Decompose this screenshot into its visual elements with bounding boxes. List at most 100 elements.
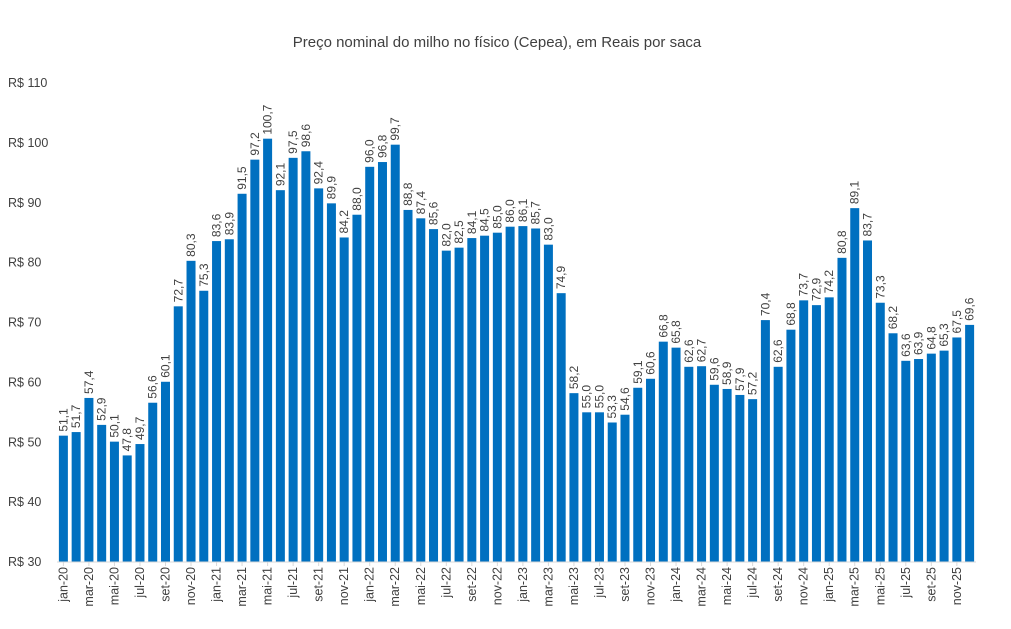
data-label: 60,6 bbox=[644, 351, 658, 375]
bar-jan-24 bbox=[671, 347, 681, 562]
data-label: 75,3 bbox=[197, 263, 211, 287]
bar-set-21 bbox=[314, 188, 324, 562]
bar-jul-23 bbox=[594, 412, 604, 562]
y-tick-label: R$ 80 bbox=[8, 256, 41, 270]
y-tick-label: R$ 40 bbox=[8, 495, 41, 509]
bar-set-25 bbox=[926, 353, 936, 562]
x-tick-label: jan-22 bbox=[363, 567, 377, 603]
data-label: 84,2 bbox=[337, 210, 351, 234]
bar-abr-22 bbox=[403, 209, 413, 562]
data-label: 89,9 bbox=[324, 176, 338, 200]
bar-out-23 bbox=[633, 387, 643, 562]
x-tick-label: jul-22 bbox=[439, 567, 453, 599]
data-label: 83,6 bbox=[210, 213, 224, 237]
y-axis: R$ 30 R$ 40 R$ 50 R$ 60 R$ 70 R$ 80 R$ 90 R$ 10… bbox=[8, 76, 48, 569]
y-tick-label: R$ 110 bbox=[8, 76, 47, 90]
bar-mar-23 bbox=[543, 244, 553, 562]
bar-out-25 bbox=[939, 350, 949, 562]
data-label: 52,9 bbox=[95, 397, 109, 421]
x-tick-label: mar-22 bbox=[388, 567, 402, 607]
bar-mar-25 bbox=[850, 208, 860, 563]
data-label: 82,0 bbox=[439, 223, 453, 247]
data-label: 58,9 bbox=[720, 361, 734, 385]
bar-jun-21 bbox=[275, 190, 285, 562]
bar-out-20 bbox=[173, 306, 183, 562]
bar-jul-25 bbox=[901, 360, 911, 562]
data-label: 74,2 bbox=[822, 270, 836, 294]
data-label: 73,7 bbox=[797, 273, 811, 297]
x-tick-label: jul-24 bbox=[746, 567, 760, 599]
x-axis: jan-20 mar-20 mai-20 jul-20 set-20 nov-20 jan-… bbox=[56, 561, 976, 607]
data-label: 57,4 bbox=[82, 370, 96, 394]
y-tick-label: R$ 30 bbox=[8, 555, 41, 569]
x-tick-label: mar-23 bbox=[541, 567, 555, 607]
bar-fev-22 bbox=[377, 162, 387, 562]
data-label: 66,8 bbox=[656, 314, 670, 338]
bar-jun-23 bbox=[582, 412, 592, 562]
data-label: 86,1 bbox=[516, 198, 530, 222]
bar-dez-24 bbox=[811, 305, 821, 562]
bar-ago-23 bbox=[607, 422, 617, 562]
bar-mai-25 bbox=[875, 302, 885, 562]
bar-set-24 bbox=[773, 366, 783, 562]
y-tick-label: R$ 50 bbox=[8, 435, 41, 449]
data-label: 84,5 bbox=[478, 208, 492, 232]
data-label: 89,1 bbox=[848, 180, 862, 204]
chart-title: Preço nominal do milho no físico (Cepea)… bbox=[293, 34, 702, 51]
bar-jan-20 bbox=[58, 435, 68, 562]
bar-dez-23 bbox=[658, 341, 668, 562]
data-label: 56,6 bbox=[146, 375, 160, 399]
data-label: 97,5 bbox=[286, 130, 300, 154]
bar-fev-24 bbox=[684, 366, 694, 562]
bar-dez-20 bbox=[199, 290, 209, 562]
data-label: 99,7 bbox=[388, 117, 402, 141]
data-label: 91,5 bbox=[235, 166, 249, 190]
bar-nov-22 bbox=[492, 232, 502, 562]
bar-mai-22 bbox=[416, 218, 426, 562]
x-tick-label: jan-23 bbox=[516, 567, 530, 603]
data-label: 54,6 bbox=[618, 387, 632, 411]
bar-jan-25 bbox=[824, 297, 834, 562]
data-label: 88,0 bbox=[350, 187, 364, 211]
data-label: 92,4 bbox=[312, 161, 326, 185]
bar-out-21 bbox=[326, 203, 336, 562]
data-label: 55,0 bbox=[580, 385, 594, 409]
bar-fev-25 bbox=[837, 257, 847, 562]
x-tick-label: jul-20 bbox=[133, 567, 147, 599]
data-label: 80,3 bbox=[184, 233, 198, 257]
data-label: 50,1 bbox=[107, 414, 121, 438]
x-tick-label: jul-23 bbox=[592, 567, 606, 599]
data-label: 80,8 bbox=[835, 230, 849, 254]
data-label: 63,9 bbox=[912, 331, 926, 355]
data-label: 58,2 bbox=[567, 365, 581, 389]
bars bbox=[58, 138, 975, 563]
data-label: 60,1 bbox=[158, 354, 172, 378]
data-label: 83,0 bbox=[541, 217, 555, 241]
x-tick-label: nov-22 bbox=[490, 567, 504, 605]
x-tick-label: mai-21 bbox=[261, 567, 275, 605]
x-tick-label: set-23 bbox=[618, 567, 632, 602]
bar-jul-20 bbox=[135, 444, 145, 562]
bar-jun-20 bbox=[122, 455, 132, 562]
bar-set-22 bbox=[467, 238, 477, 563]
data-label: 63,6 bbox=[899, 333, 913, 357]
x-tick-label: set-20 bbox=[158, 567, 172, 602]
y-tick-label: R$ 70 bbox=[8, 316, 41, 330]
bar-jan-21 bbox=[212, 241, 222, 562]
data-labels: 51,151,7 57,4 52,950,147,849,7 56,660,1 72,7… bbox=[56, 104, 976, 451]
bar-abr-21 bbox=[250, 159, 260, 562]
data-label: 51,1 bbox=[56, 408, 70, 432]
data-label: 72,9 bbox=[809, 277, 823, 301]
bar-abr-23 bbox=[556, 293, 566, 562]
x-tick-label: nov-21 bbox=[337, 567, 351, 605]
bar-jan-22 bbox=[365, 166, 375, 562]
x-tick-label: jul-21 bbox=[286, 567, 300, 599]
bar-abr-20 bbox=[97, 424, 107, 562]
data-label: 47,8 bbox=[120, 428, 134, 452]
x-tick-label: mai-24 bbox=[720, 567, 734, 605]
data-label: 85,7 bbox=[529, 201, 543, 225]
bar-jun-25 bbox=[888, 333, 898, 562]
data-label: 59,1 bbox=[631, 360, 645, 384]
bar-mar-20 bbox=[84, 397, 94, 562]
